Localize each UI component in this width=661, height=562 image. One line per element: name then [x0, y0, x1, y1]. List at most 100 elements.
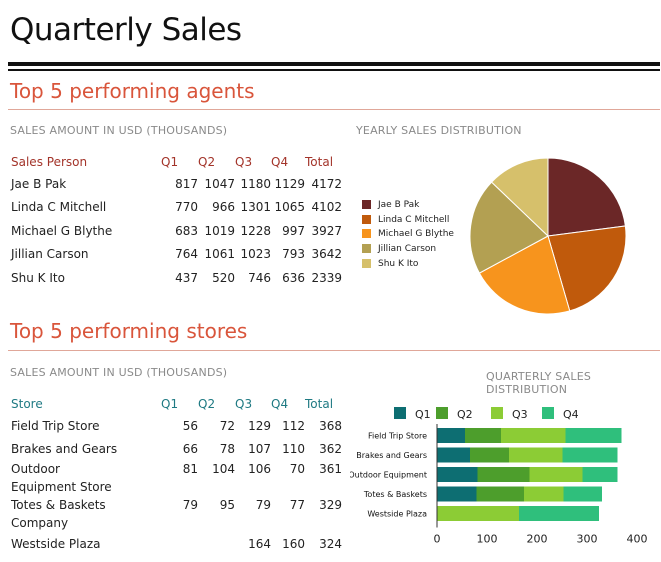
stores-heading: Top 5 performing stores [10, 319, 248, 343]
stores-table-header: Store Q1 Q2 Q3 Q4 Total [11, 394, 342, 414]
agents-heading: Top 5 performing agents [10, 79, 255, 103]
column-header: Total [305, 397, 334, 411]
table-cell: 1023 [240, 247, 271, 262]
legend-item: Michael G Blythe [362, 227, 454, 242]
bar-segment [562, 447, 618, 463]
table-cell: 2339 [311, 270, 342, 285]
agent-name: Jillian Carson [11, 247, 89, 262]
table-cell: 1129 [274, 176, 305, 191]
table-row: Totes & Baskets Company 79 95 79 77 329 [11, 496, 342, 532]
agents-table-caption: SALES AMOUNT IN USD (THOUSANDS) [10, 124, 228, 137]
pie-chart [469, 157, 627, 315]
bar-segment [437, 486, 477, 502]
table-row: Jae B Pak 817 1047 1180 1129 4172 [11, 172, 342, 196]
store-name: Field Trip Store [11, 418, 100, 433]
category-label: Westside Plaza [367, 510, 427, 519]
table-cell: 966 [212, 200, 235, 215]
x-tick-label: 300 [577, 533, 598, 546]
stacked-bar-chart: Q1 Q2 Q3 Q4 Field Trip Store Brakes and Gears… [350, 407, 648, 546]
table-cell: 361 [319, 462, 342, 476]
legend-swatch [394, 407, 406, 419]
table-cell: 636 [282, 270, 305, 285]
table-cell: 4172 [311, 176, 342, 191]
table-cell: 770 [175, 200, 198, 215]
table-cell [198, 532, 235, 555]
legend-label: Q2 [457, 408, 473, 421]
legend-label: Q4 [563, 408, 579, 421]
table-cell: 1180 [240, 176, 271, 191]
legend-swatch [542, 407, 554, 419]
bar-segment [563, 486, 602, 502]
bar-segment [524, 486, 564, 502]
table-cell: 683 [175, 223, 198, 238]
bar-segment [470, 447, 509, 463]
column-header: Q2 [198, 397, 216, 411]
table-cell: 1301 [240, 200, 271, 215]
stores-heading-rule [8, 350, 660, 351]
table-cell: 437 [175, 270, 198, 285]
agents-table: Sales Person Q1 Q2 Q3 Q4 Total Jae B Pak… [11, 152, 342, 290]
legend-item: Jillian Carson [362, 242, 454, 257]
table-cell: 329 [319, 498, 342, 512]
table-cell: 56 [182, 418, 198, 433]
store-name: Outdoor Equipment Store [11, 462, 112, 494]
pie-legend: Jae B Pak Linda C Mitchell Michael G Bly… [362, 198, 454, 271]
bar-segment [582, 467, 618, 482]
table-cell: 324 [319, 536, 342, 551]
column-header: Sales Person [11, 155, 88, 169]
table-cell: 764 [175, 247, 198, 262]
bar-segment [477, 467, 530, 482]
title-rule-thick [8, 62, 660, 66]
stores-table-caption: SALES AMOUNT IN USD (THOUSANDS) [10, 366, 228, 379]
table-cell: 746 [248, 270, 271, 285]
pie-slice [547, 225, 627, 312]
table-cell: 160 [282, 536, 305, 551]
legend-item: Jae B Pak [362, 198, 454, 213]
legend-label: Linda C Mitchell [378, 214, 450, 225]
table-cell: 520 [212, 270, 235, 285]
pie-slice [490, 157, 549, 238]
table-cell: 66 [182, 441, 198, 456]
store-name: Westside Plaza [11, 536, 101, 551]
legend-label: Michael G Blythe [378, 229, 454, 240]
table-cell: 70 [289, 462, 305, 476]
category-label: Totes & Baskets [363, 490, 427, 499]
bar-segment [437, 428, 465, 443]
column-header: Q1 [161, 397, 179, 411]
table-cell: 112 [282, 418, 305, 433]
agents-heading-rule [8, 109, 660, 110]
agent-name: Michael G Blythe [11, 223, 113, 238]
legend-item: Shu K Ito [362, 257, 454, 272]
table-cell: 72 [219, 418, 235, 433]
agent-name: Shu K Ito [11, 270, 65, 285]
table-cell: 77 [289, 498, 305, 512]
bar-segment [519, 506, 599, 521]
legend-label: Jillian Carson [378, 244, 437, 255]
legend-swatch [436, 407, 448, 419]
bar-segment [437, 467, 478, 482]
table-cell: 3927 [311, 223, 342, 238]
category-label: Brakes and Gears [356, 451, 427, 460]
column-header: Q4 [271, 155, 289, 169]
table-row: Michael G Blythe 683 1019 1228 997 3927 [11, 219, 342, 243]
column-header: Q4 [271, 397, 289, 411]
legend-label: Q3 [512, 408, 528, 421]
table-cell: 81 [182, 462, 198, 476]
column-header: Store [11, 397, 43, 411]
table-row: Westside Plaza 164 160 324 [11, 532, 342, 555]
table-cell: 110 [282, 441, 305, 456]
table-row: Outdoor Equipment Store 81 104 106 70 36… [11, 460, 342, 496]
legend-swatch [362, 200, 371, 209]
x-tick-label: 200 [527, 533, 548, 546]
legend-swatch [362, 214, 371, 224]
table-cell: 107 [248, 441, 271, 456]
store-name: Totes & Baskets Company [11, 498, 106, 530]
agents-table-header: Sales Person Q1 Q2 Q3 Q4 Total [11, 152, 342, 172]
stores-chart-caption: QUARTERLY SALES DISTRIBUTION [486, 370, 592, 396]
page-title: Quarterly Sales [10, 12, 242, 48]
x-tick-label: 0 [434, 533, 441, 546]
table-cell: 79 [255, 498, 271, 512]
bar-segment [565, 428, 622, 443]
bar-segment [509, 447, 563, 463]
table-cell: 1019 [204, 223, 235, 238]
